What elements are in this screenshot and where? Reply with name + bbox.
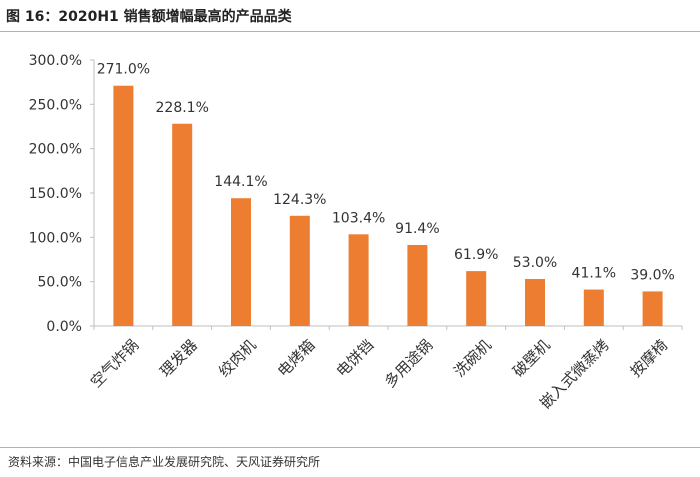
value-label: 53.0% bbox=[513, 255, 557, 271]
bottom-rule bbox=[0, 447, 700, 448]
bar bbox=[113, 85, 134, 326]
value-label: 39.0% bbox=[630, 267, 674, 283]
bars bbox=[113, 85, 663, 326]
value-label: 144.1% bbox=[214, 174, 267, 190]
bar bbox=[348, 234, 369, 326]
bar bbox=[642, 291, 663, 326]
value-label: 228.1% bbox=[156, 100, 209, 116]
value-label: 41.1% bbox=[572, 266, 616, 282]
y-tick-label: 150.0% bbox=[29, 186, 82, 202]
y-tick-labels: 0.0% 50.0% 100.0% 150.0% 200.0% 250.0% 300.0% bbox=[29, 53, 94, 335]
bar bbox=[289, 215, 310, 326]
bar bbox=[172, 123, 193, 326]
category-label: 空气炸锅 bbox=[87, 336, 142, 391]
bar bbox=[583, 289, 604, 326]
category-label: 理发器 bbox=[156, 336, 201, 381]
category-label: 多用途锅 bbox=[381, 336, 436, 391]
value-label: 61.9% bbox=[454, 247, 498, 263]
y-tick-label: 0.0% bbox=[46, 319, 82, 335]
top-rule bbox=[0, 31, 700, 32]
bar bbox=[525, 279, 545, 326]
y-tick-label: 200.0% bbox=[29, 142, 82, 158]
chart-title: 图 16：2020H1 销售额增幅最高的产品品类 bbox=[6, 9, 292, 25]
source-note: 资料来源：中国电子信息产业发展研究院、天风证券研究所 bbox=[8, 455, 321, 469]
value-label: 103.4% bbox=[332, 210, 385, 226]
y-tick-label: 100.0% bbox=[29, 230, 82, 246]
bar-chart: 0.0%50.0%100.0%150.0%200.0%250.0%300.0% … bbox=[29, 53, 683, 412]
y-tick-label: 50.0% bbox=[38, 275, 82, 291]
bar bbox=[231, 198, 251, 326]
category-label: 按摩椅 bbox=[627, 336, 672, 381]
bar bbox=[466, 271, 487, 326]
y-tick-label: 250.0% bbox=[29, 97, 82, 113]
category-label: 绞肉机 bbox=[215, 336, 260, 381]
value-label: 271.0% bbox=[97, 62, 150, 78]
category-label: 破壁机 bbox=[509, 336, 554, 381]
bar bbox=[407, 244, 428, 326]
value-label: 124.3% bbox=[273, 192, 326, 208]
category-label: 电烤箱 bbox=[274, 336, 319, 381]
value-label: 91.4% bbox=[395, 221, 439, 237]
category-label: 电饼铛 bbox=[333, 336, 378, 381]
y-tick-label: 300.0% bbox=[29, 53, 82, 69]
value-labels: 271.0% 228.1% 144.1% 124.3% 103.4% 91.4% 61.9%… bbox=[97, 62, 675, 284]
category-label: 洗碗机 bbox=[450, 336, 495, 381]
